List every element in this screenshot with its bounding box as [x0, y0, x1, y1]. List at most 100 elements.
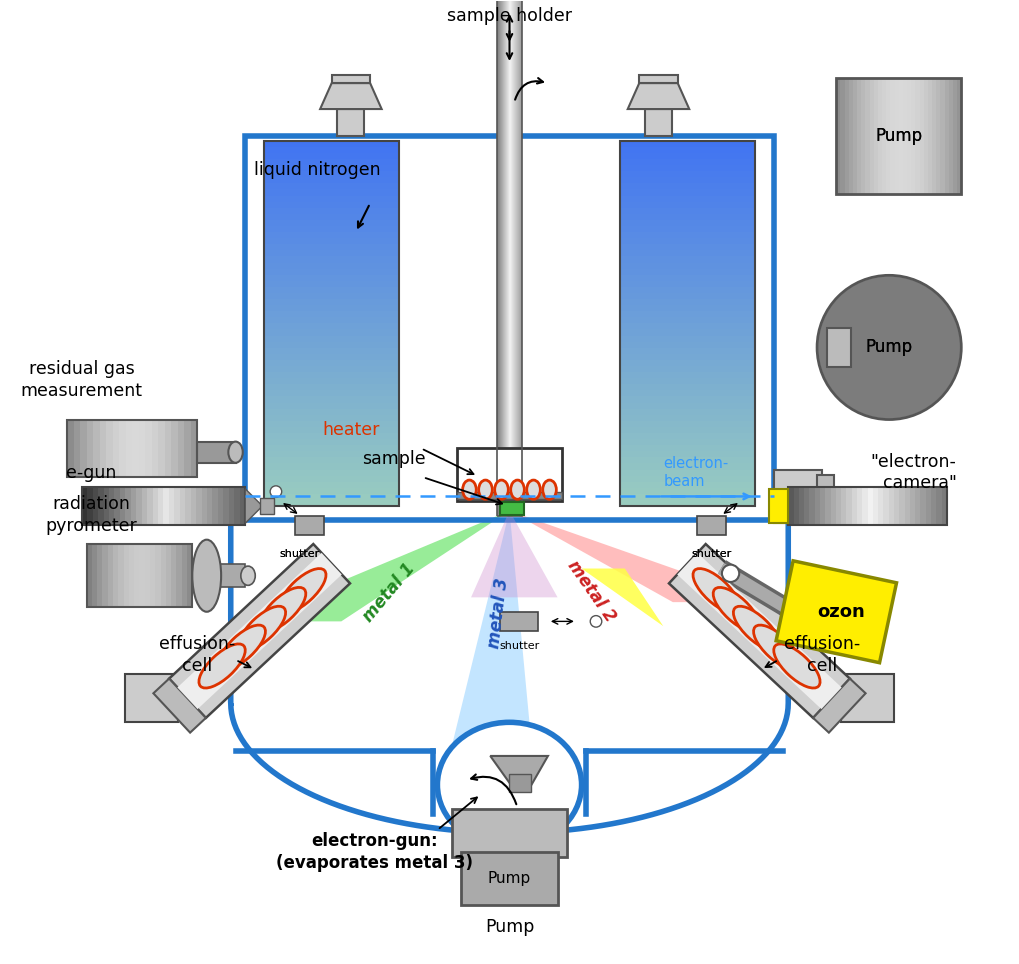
Polygon shape [668, 544, 850, 718]
Ellipse shape [734, 606, 780, 651]
Bar [264, 176, 399, 183]
Bar [98, 487, 104, 525]
Bar [264, 164, 399, 172]
Bar [620, 231, 755, 238]
Ellipse shape [479, 480, 492, 499]
Bar [882, 78, 887, 194]
Bar [928, 78, 932, 194]
Bar [82, 487, 88, 525]
Bar [949, 78, 953, 194]
Ellipse shape [818, 276, 961, 418]
Bar [924, 78, 928, 194]
Bar [264, 310, 399, 317]
Bar [837, 78, 841, 194]
Text: electron-
beam: electron- beam [663, 456, 729, 489]
Bar [451, 809, 568, 857]
Bar [620, 225, 755, 232]
Bar [620, 420, 755, 427]
Bar [246, 136, 773, 521]
Bar [817, 475, 835, 518]
Bar [264, 250, 399, 256]
Ellipse shape [818, 276, 961, 418]
Bar [264, 141, 399, 506]
Ellipse shape [754, 625, 800, 669]
Bar [620, 426, 755, 433]
Bar [331, 75, 370, 83]
Bar [264, 408, 399, 415]
Bar [645, 109, 672, 136]
Bar [264, 353, 399, 360]
Bar [234, 487, 239, 525]
Bar [125, 674, 178, 722]
Bar [264, 280, 399, 287]
Bar [620, 152, 755, 159]
Bar [620, 481, 755, 488]
Bar [158, 419, 165, 477]
Bar [125, 487, 130, 525]
Bar [264, 499, 399, 506]
Bar [155, 545, 161, 607]
Bar [620, 171, 755, 177]
Bar [620, 469, 755, 475]
Bar [145, 419, 152, 477]
Bar [264, 158, 399, 165]
Bar [620, 493, 755, 500]
Bar [620, 213, 755, 220]
Polygon shape [490, 756, 548, 790]
Ellipse shape [463, 480, 476, 499]
Bar [264, 371, 399, 378]
Bar [264, 140, 399, 147]
Bar [264, 335, 399, 341]
Ellipse shape [818, 277, 960, 418]
Ellipse shape [219, 625, 265, 669]
Bar [799, 487, 804, 525]
Bar [264, 286, 399, 293]
Bar [118, 545, 123, 607]
Bar [87, 545, 92, 607]
Text: sample holder: sample holder [447, 8, 572, 25]
Bar [264, 219, 399, 226]
Bar [139, 419, 145, 477]
Bar [171, 545, 176, 607]
Bar [73, 419, 81, 477]
Bar [120, 487, 125, 525]
Ellipse shape [818, 277, 960, 418]
Bar [620, 389, 755, 396]
Bar [925, 487, 931, 525]
Ellipse shape [817, 276, 961, 419]
Text: shutter: shutter [499, 641, 539, 651]
Bar [161, 545, 166, 607]
Text: metal 1: metal 1 [360, 559, 419, 626]
Bar [620, 268, 755, 275]
Bar [620, 305, 755, 311]
Bar [145, 545, 150, 607]
Bar [620, 310, 755, 317]
Bar [108, 545, 113, 607]
Ellipse shape [818, 277, 960, 418]
Bar [620, 463, 755, 469]
Ellipse shape [543, 480, 556, 499]
Bar [264, 152, 399, 159]
Ellipse shape [713, 587, 759, 631]
Bar [500, 612, 538, 631]
Polygon shape [230, 521, 789, 833]
Bar [620, 444, 755, 451]
Bar [67, 419, 73, 477]
Bar [223, 487, 229, 525]
Bar [264, 274, 399, 281]
Bar [936, 487, 942, 525]
Bar [264, 213, 399, 220]
Bar [264, 340, 399, 348]
Ellipse shape [817, 276, 961, 419]
Bar [174, 487, 179, 525]
Bar [620, 414, 755, 421]
Ellipse shape [270, 486, 281, 497]
Bar [104, 487, 109, 525]
Bar [873, 487, 878, 525]
Bar [841, 674, 894, 722]
Ellipse shape [818, 276, 961, 418]
Bar [185, 487, 191, 525]
Bar [191, 487, 196, 525]
Ellipse shape [773, 644, 820, 688]
Bar [620, 219, 755, 226]
